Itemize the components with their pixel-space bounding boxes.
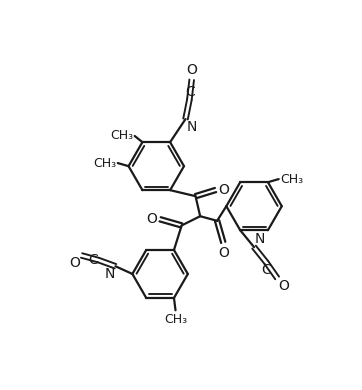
Text: CH₃: CH₃ xyxy=(164,313,187,326)
Text: N: N xyxy=(104,267,115,281)
Text: C: C xyxy=(185,85,195,99)
Text: O: O xyxy=(186,64,197,78)
Text: C: C xyxy=(261,263,271,277)
Text: CH₃: CH₃ xyxy=(93,156,116,170)
Text: N: N xyxy=(255,232,265,246)
Text: O: O xyxy=(146,212,157,226)
Text: N: N xyxy=(186,120,197,134)
Text: O: O xyxy=(219,183,230,197)
Text: CH₃: CH₃ xyxy=(110,129,133,142)
Text: O: O xyxy=(69,256,80,270)
Text: C: C xyxy=(88,253,98,267)
Text: O: O xyxy=(218,246,229,260)
Text: O: O xyxy=(278,280,289,294)
Text: CH₃: CH₃ xyxy=(280,173,303,186)
